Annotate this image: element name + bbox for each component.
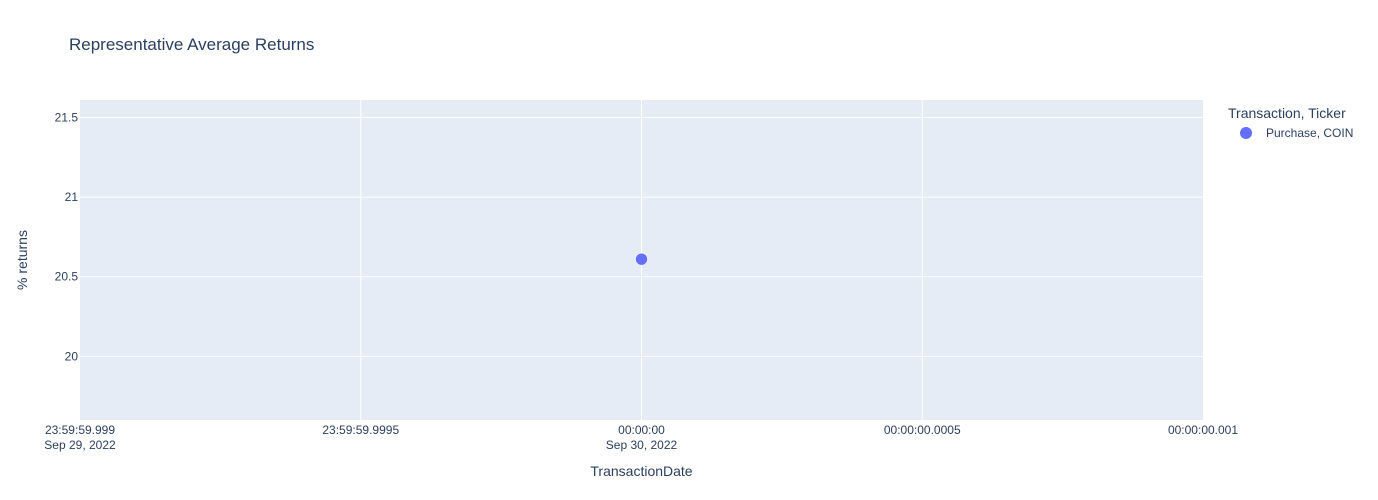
y-tick-label: 20	[65, 349, 79, 363]
x-axis-title: TransactionDate	[590, 463, 692, 479]
y-tick-label: 21	[65, 190, 79, 204]
x-tick-label: 23:59:59.9995	[322, 423, 399, 437]
x-tick-date-label: Sep 29, 2022	[44, 438, 116, 452]
legend-items: Purchase, COIN	[1240, 126, 1353, 140]
x-tick-date-label: Sep 30, 2022	[606, 438, 678, 452]
y-gridlines	[80, 117, 1203, 357]
x-tick-label: 00:00:00	[618, 423, 665, 437]
y-tick-labels: 20 20.5 21 21.5	[55, 111, 79, 364]
legend-item-label: Purchase, COIN	[1266, 126, 1353, 140]
x-tick-label: 23:59:59.999	[45, 423, 115, 437]
legend: Transaction, Ticker Purchase, COIN	[1228, 105, 1353, 140]
x-tick-label: 00:00:00.0005	[884, 423, 961, 437]
data-point	[635, 252, 648, 266]
y-tick-label: 21.5	[55, 111, 79, 125]
x-tick-label: 00:00:00.001	[1168, 423, 1238, 437]
data-points	[635, 252, 648, 266]
y-tick-label: 20.5	[55, 270, 79, 284]
y-axis-title: % returns	[14, 230, 30, 290]
legend-marker	[1240, 127, 1252, 139]
chart-title: Representative Average Returns	[69, 35, 314, 54]
legend-title: Transaction, Ticker	[1228, 105, 1346, 121]
